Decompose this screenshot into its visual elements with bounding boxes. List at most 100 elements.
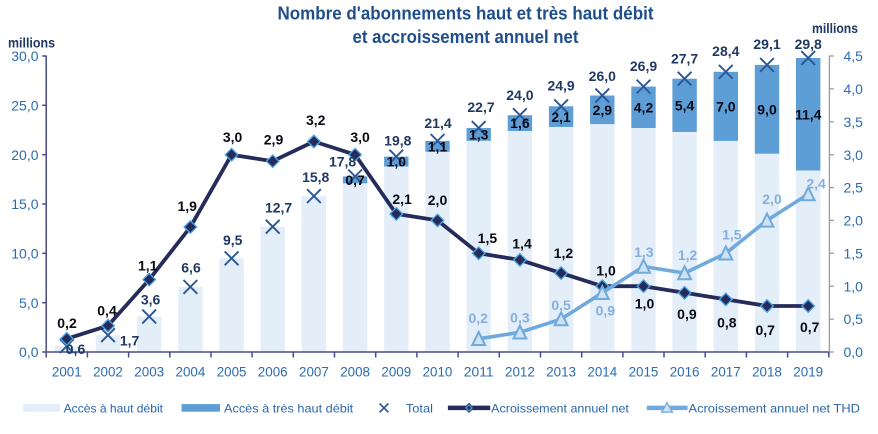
svg-text:3,6: 3,6 [141,292,161,308]
svg-text:2,5: 2,5 [844,180,864,196]
svg-text:2,0: 2,0 [844,213,864,229]
svg-text:Total: Total [406,401,433,415]
svg-text:2,1: 2,1 [551,109,571,125]
svg-text:2010: 2010 [423,364,453,380]
svg-text:22,7: 22,7 [467,99,494,115]
svg-text:7,0: 7,0 [716,98,736,114]
svg-text:3,0: 3,0 [350,129,370,145]
svg-text:millions: millions [812,20,858,36]
svg-text:Accès à haut débit: Accès à haut débit [64,401,164,415]
svg-text:1,5: 1,5 [722,227,742,243]
svg-text:0,8: 0,8 [717,314,737,330]
svg-text:2011: 2011 [464,364,494,380]
svg-text:2008: 2008 [340,364,370,380]
svg-text:2,4: 2,4 [806,176,826,192]
svg-text:0,9: 0,9 [596,302,616,318]
svg-text:24,9: 24,9 [547,77,574,93]
svg-text:1,9: 1,9 [177,198,197,214]
svg-text:2009: 2009 [381,364,411,380]
svg-text:3,5: 3,5 [844,114,864,130]
svg-text:9,5: 9,5 [223,232,243,248]
svg-text:0,2: 0,2 [468,310,488,326]
svg-text:1,2: 1,2 [678,247,698,263]
svg-text:2005: 2005 [217,364,247,380]
svg-text:1,3: 1,3 [469,127,489,143]
svg-text:2019: 2019 [793,364,823,380]
svg-text:0,9: 0,9 [677,306,697,322]
svg-text:0,5: 0,5 [844,311,864,327]
svg-text:2014: 2014 [587,364,617,380]
svg-text:24,0: 24,0 [506,87,533,103]
svg-text:0,2: 0,2 [57,315,77,331]
svg-text:2001: 2001 [52,364,82,380]
svg-text:0,7: 0,7 [755,322,775,338]
svg-text:3,0: 3,0 [844,147,864,163]
svg-text:millions: millions [8,34,55,50]
svg-text:10,0: 10,0 [11,245,38,261]
svg-text:1,6: 1,6 [510,115,530,131]
svg-text:3,0: 3,0 [223,129,243,145]
svg-text:1,0: 1,0 [635,296,655,312]
svg-text:11,4: 11,4 [795,106,822,122]
svg-text:28,4: 28,4 [712,43,739,59]
svg-text:2,0: 2,0 [428,192,448,208]
svg-text:Nombre d'abonnements haut et t: Nombre d'abonnements haut et très haut d… [278,4,654,24]
svg-text:15,8: 15,8 [302,169,329,185]
svg-text:Acroissement annuel net THD: Acroissement annuel net THD [689,401,861,415]
svg-text:3,2: 3,2 [306,112,326,128]
svg-text:4,2: 4,2 [634,99,654,115]
svg-text:4,0: 4,0 [844,81,864,97]
svg-text:1,0: 1,0 [844,278,864,294]
svg-text:2006: 2006 [258,364,288,380]
svg-text:2017: 2017 [711,364,741,380]
svg-text:27,7: 27,7 [671,50,698,66]
svg-text:2015: 2015 [629,364,659,380]
svg-text:1,1: 1,1 [138,258,158,274]
svg-text:17,8: 17,8 [329,153,356,169]
svg-text:0,4: 0,4 [97,303,117,319]
svg-text:9,0: 9,0 [757,101,777,117]
svg-text:0,6: 0,6 [66,341,86,357]
svg-text:2004: 2004 [176,364,206,380]
svg-text:0,5: 0,5 [551,297,571,313]
svg-text:2003: 2003 [134,364,164,380]
svg-text:26,9: 26,9 [630,58,657,74]
svg-text:20,0: 20,0 [11,147,38,163]
svg-text:12,7: 12,7 [265,199,292,215]
svg-text:et accroissement annuel net: et accroissement annuel net [353,27,579,47]
svg-text:2012: 2012 [505,364,535,380]
svg-text:29,1: 29,1 [753,36,780,52]
svg-text:0,7: 0,7 [800,319,820,335]
svg-text:1,3: 1,3 [634,244,654,260]
svg-text:21,4: 21,4 [424,115,451,131]
svg-text:26,0: 26,0 [589,68,616,84]
svg-text:19,8: 19,8 [384,132,411,148]
svg-text:2,9: 2,9 [264,131,284,147]
svg-text:2,9: 2,9 [593,102,613,118]
svg-text:30,0: 30,0 [11,48,38,64]
svg-text:1,1: 1,1 [428,138,448,154]
svg-text:2013: 2013 [546,364,576,380]
svg-text:0,0: 0,0 [844,344,864,360]
svg-text:1,0: 1,0 [596,262,616,278]
svg-text:2016: 2016 [670,364,700,380]
svg-text:0,0: 0,0 [19,344,39,360]
svg-text:0,7: 0,7 [345,172,365,188]
svg-text:15,0: 15,0 [11,196,38,212]
svg-text:5,4: 5,4 [675,97,695,113]
svg-text:5,0: 5,0 [19,295,39,311]
svg-text:0,3: 0,3 [510,309,530,325]
svg-text:1,0: 1,0 [387,154,407,170]
svg-text:Accès à très haut débit: Accès à très haut débit [224,401,354,415]
svg-text:29,8: 29,8 [795,36,822,52]
svg-text:1,2: 1,2 [554,245,574,261]
svg-text:4,5: 4,5 [844,48,864,64]
svg-text:Acroissement annuel net: Acroissement annuel net [491,401,629,415]
svg-text:1,5: 1,5 [844,245,864,261]
svg-text:1,7: 1,7 [120,333,140,349]
svg-text:2018: 2018 [752,364,782,380]
svg-text:2,1: 2,1 [392,191,412,207]
svg-text:25,0: 25,0 [11,97,38,113]
svg-text:2,0: 2,0 [762,191,782,207]
svg-text:2007: 2007 [299,364,329,380]
